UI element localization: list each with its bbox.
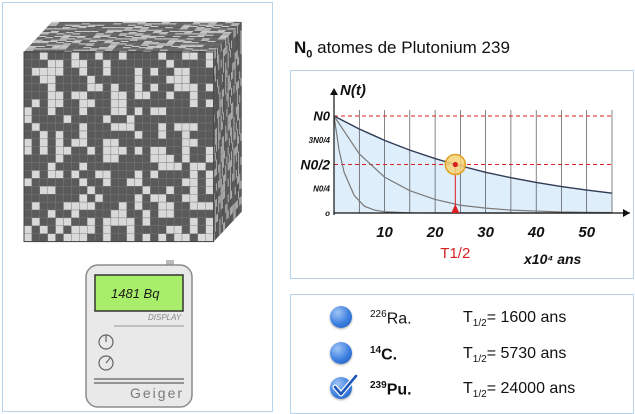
geiger-lcd bbox=[94, 274, 184, 312]
x-tick-label: 40 bbox=[527, 224, 545, 241]
half-life-arrow bbox=[451, 204, 460, 213]
decay-area-fill bbox=[334, 116, 612, 213]
checkmark-icon bbox=[332, 373, 359, 397]
display-label: DISPLAY bbox=[148, 313, 182, 322]
y-tick-label: N0/2 bbox=[300, 156, 330, 172]
y-tick-label: N0/4 bbox=[313, 185, 330, 194]
page-title: N0 atomes de Plutonium 239 bbox=[294, 38, 510, 60]
n0-symbol: N0 bbox=[294, 38, 313, 61]
x-axis-unit: x10⁴ ans bbox=[523, 251, 582, 267]
half-life: T1/2= 24000 ans bbox=[463, 380, 576, 401]
isotope-option-pu[interactable]: 239Pu. T1/2= 24000 ans bbox=[330, 373, 630, 403]
y-axis-arrow bbox=[330, 88, 338, 95]
y-tick-label: N0 bbox=[313, 109, 330, 124]
y-tick-label: 3N0/4 bbox=[309, 136, 331, 145]
half-life-point bbox=[452, 161, 458, 168]
decay-curve bbox=[333, 115, 613, 194]
radio-button[interactable] bbox=[330, 342, 352, 364]
isotope-name: 14C. bbox=[370, 345, 398, 364]
antenna bbox=[166, 260, 174, 266]
x-tick-label: 30 bbox=[477, 224, 494, 241]
cube-front-face bbox=[23, 51, 214, 242]
decay-curve bbox=[333, 115, 613, 214]
half-life: T1/2= 5730 ans bbox=[463, 345, 567, 366]
dial-knob[interactable] bbox=[98, 355, 114, 371]
y-tick-label: o bbox=[325, 209, 330, 218]
x-tick-label: 50 bbox=[578, 224, 595, 241]
radio-button-selected[interactable] bbox=[330, 377, 352, 399]
cube-side-face bbox=[213, 21, 242, 242]
geiger-reading: 1481 Bq bbox=[111, 286, 160, 301]
cube-top-face bbox=[23, 21, 242, 53]
geiger-brand: Geiger bbox=[130, 385, 185, 401]
half-life-label: T1/2 bbox=[440, 245, 470, 262]
title-text: atomes de Plutonium 239 bbox=[312, 38, 510, 57]
isotope-name: 226Ra. bbox=[370, 309, 412, 328]
geiger-counter bbox=[85, 260, 193, 408]
isotope-option-ra[interactable]: 226Ra. T1/2= 1600 ans bbox=[330, 306, 630, 332]
isotope-name: 239Pu. bbox=[370, 380, 412, 399]
half-life: T1/2= 1600 ans bbox=[463, 309, 567, 330]
x-axis-arrow bbox=[623, 209, 630, 217]
atom-cube bbox=[23, 21, 242, 243]
isotope-option-c[interactable]: 14C. T1/2= 5730 ans bbox=[330, 342, 630, 368]
radio-button[interactable] bbox=[330, 306, 352, 328]
x-tick-label: 20 bbox=[426, 224, 444, 241]
y-axis-label: N(t) bbox=[340, 82, 366, 99]
decay-chart: N(t) N0 3N0/4 N0/2 N0/4 o 10 20 30 40 50 x10⁴ ans T1… bbox=[300, 82, 630, 267]
x-tick-label: 10 bbox=[376, 224, 393, 241]
